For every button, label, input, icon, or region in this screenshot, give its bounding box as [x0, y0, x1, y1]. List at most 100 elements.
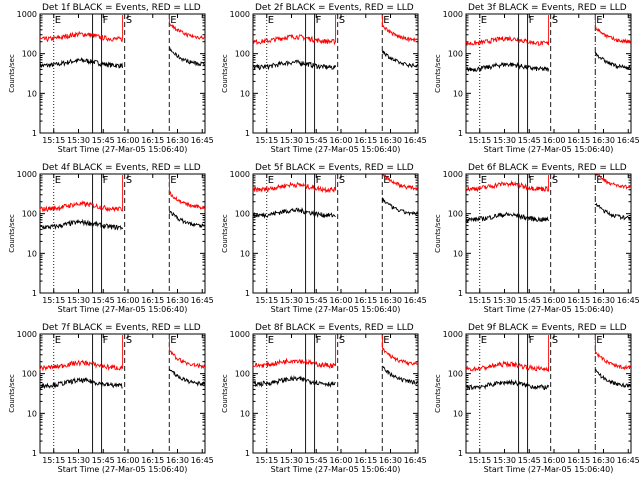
plot-frame: [465, 173, 632, 294]
x-tick-label: 15:45: [518, 296, 541, 305]
x-tick-label: 16:15: [141, 136, 164, 145]
x-tick-label: 16:15: [567, 136, 590, 145]
series-line-lld-pre: [465, 15, 550, 47]
y-tick-label: 100: [235, 210, 250, 219]
y-tick-label: 100: [22, 210, 37, 219]
y-axis-label: Counts/sec: [434, 214, 442, 253]
y-tick-label: 1000: [443, 170, 463, 179]
marker-label: E: [383, 175, 389, 186]
marker-label: S: [552, 335, 558, 346]
x-tick-label: 15:15: [255, 296, 278, 305]
y-tick-label: 10: [240, 89, 250, 98]
series-line-lld-pre: [39, 175, 124, 213]
y-tick-label: 100: [448, 370, 463, 379]
x-axis-label: Start Time (27-Mar-05 15:06:40): [58, 465, 188, 474]
x-axis-label: Start Time (27-Mar-05 15:06:40): [271, 305, 401, 314]
y-tick-label: 1000: [17, 10, 37, 19]
x-tick-label: 15:30: [493, 296, 516, 305]
x-tick-label: 15:45: [518, 136, 541, 145]
panel-title: Det 5f BLACK = Events, RED = LLD: [255, 163, 414, 173]
series-line-lld-post: [168, 15, 205, 40]
x-tick-label: 16:15: [141, 296, 164, 305]
plot-frame: [39, 333, 206, 454]
series-line-lld-post: [381, 15, 418, 43]
x-tick-label: 15:15: [42, 296, 65, 305]
x-tick-label: 16:30: [592, 136, 615, 145]
series-line-lld-post: [168, 335, 206, 370]
x-tick-label: 15:45: [305, 456, 328, 465]
marker-label: E: [170, 335, 176, 346]
marker-label: E: [55, 175, 61, 186]
y-tick-label: 1: [458, 129, 463, 138]
series-line-lld-pre: [39, 335, 124, 372]
x-tick-label: 16:00: [116, 136, 139, 145]
x-tick-label: 16:30: [166, 296, 189, 305]
x-tick-label: 15:30: [67, 136, 90, 145]
series-line-lld-post: [382, 174, 419, 191]
marker-label: E: [170, 15, 176, 26]
y-tick-label: 1: [32, 449, 37, 458]
x-tick-label: 15:15: [468, 296, 491, 305]
x-tick-label: 15:30: [280, 296, 303, 305]
x-tick-label: 16:45: [191, 456, 214, 465]
x-tick-label: 16:00: [329, 296, 352, 305]
y-tick-label: 1: [245, 449, 250, 458]
marker-label: F: [529, 175, 535, 186]
y-axis-label: Counts/sec: [221, 54, 229, 93]
marker-label: E: [596, 15, 602, 26]
marker-label: E: [481, 15, 487, 26]
series-line-events-post: [594, 52, 631, 70]
marker-label: F: [529, 15, 535, 26]
y-tick-label: 1: [458, 449, 463, 458]
plot-frame: [252, 173, 419, 294]
marker-label: S: [339, 335, 345, 346]
panel-det-4: Det 4f BLACK = Events, RED = LLD 1 10 100 10…: [8, 163, 214, 314]
marker-label: E: [596, 335, 602, 346]
series-line-events-post: [595, 369, 632, 389]
series-line-lld-pre: [252, 15, 337, 46]
marker-label: S: [339, 175, 345, 186]
y-tick-label: 1: [245, 289, 250, 298]
y-tick-label: 1: [32, 129, 37, 138]
x-axis-label: Start Time (27-Mar-05 15:06:40): [58, 305, 188, 314]
series-line-events-post: [381, 197, 419, 217]
marker-label: E: [268, 335, 274, 346]
x-tick-label: 16:45: [404, 296, 427, 305]
marker-label: S: [552, 15, 558, 26]
x-tick-label: 16:30: [379, 456, 402, 465]
y-tick-label: 1000: [230, 10, 250, 19]
x-tick-label: 16:15: [141, 456, 164, 465]
marker-label: E: [481, 335, 487, 346]
x-tick-label: 16:15: [567, 456, 590, 465]
y-axis-label: Counts/sec: [8, 54, 16, 93]
series-line-events-pre: [465, 211, 550, 224]
marker-label: F: [316, 335, 322, 346]
x-tick-label: 16:00: [329, 136, 352, 145]
x-tick-label: 16:45: [191, 136, 214, 145]
x-tick-label: 16:30: [592, 296, 615, 305]
y-tick-label: 10: [453, 249, 463, 258]
y-tick-label: 10: [453, 89, 463, 98]
y-tick-label: 10: [240, 409, 250, 418]
x-tick-label: 16:45: [191, 296, 214, 305]
series-line-events-pre: [252, 59, 337, 71]
panel-title: Det 9f BLACK = Events, RED = LLD: [468, 323, 627, 333]
x-tick-label: 15:15: [468, 456, 491, 465]
marker-label: S: [126, 335, 132, 346]
panel-title: Det 3f BLACK = Events, RED = LLD: [468, 3, 627, 13]
x-tick-label: 16:00: [116, 296, 139, 305]
series-line-lld-pre: [465, 335, 550, 372]
panel-det-3: Det 3f BLACK = Events, RED = LLD 1 10 100 10…: [434, 3, 640, 154]
x-tick-label: 16:45: [617, 136, 640, 145]
y-tick-label: 1: [32, 289, 37, 298]
x-tick-label: 16:30: [379, 296, 402, 305]
x-tick-label: 16:30: [166, 136, 189, 145]
marker-label: F: [529, 335, 535, 346]
y-tick-label: 1: [245, 129, 250, 138]
y-tick-label: 10: [27, 249, 37, 258]
marker-label: S: [339, 15, 345, 26]
x-tick-label: 16:15: [354, 456, 377, 465]
plot-frame: [465, 13, 632, 134]
plot-frame: [252, 13, 419, 134]
